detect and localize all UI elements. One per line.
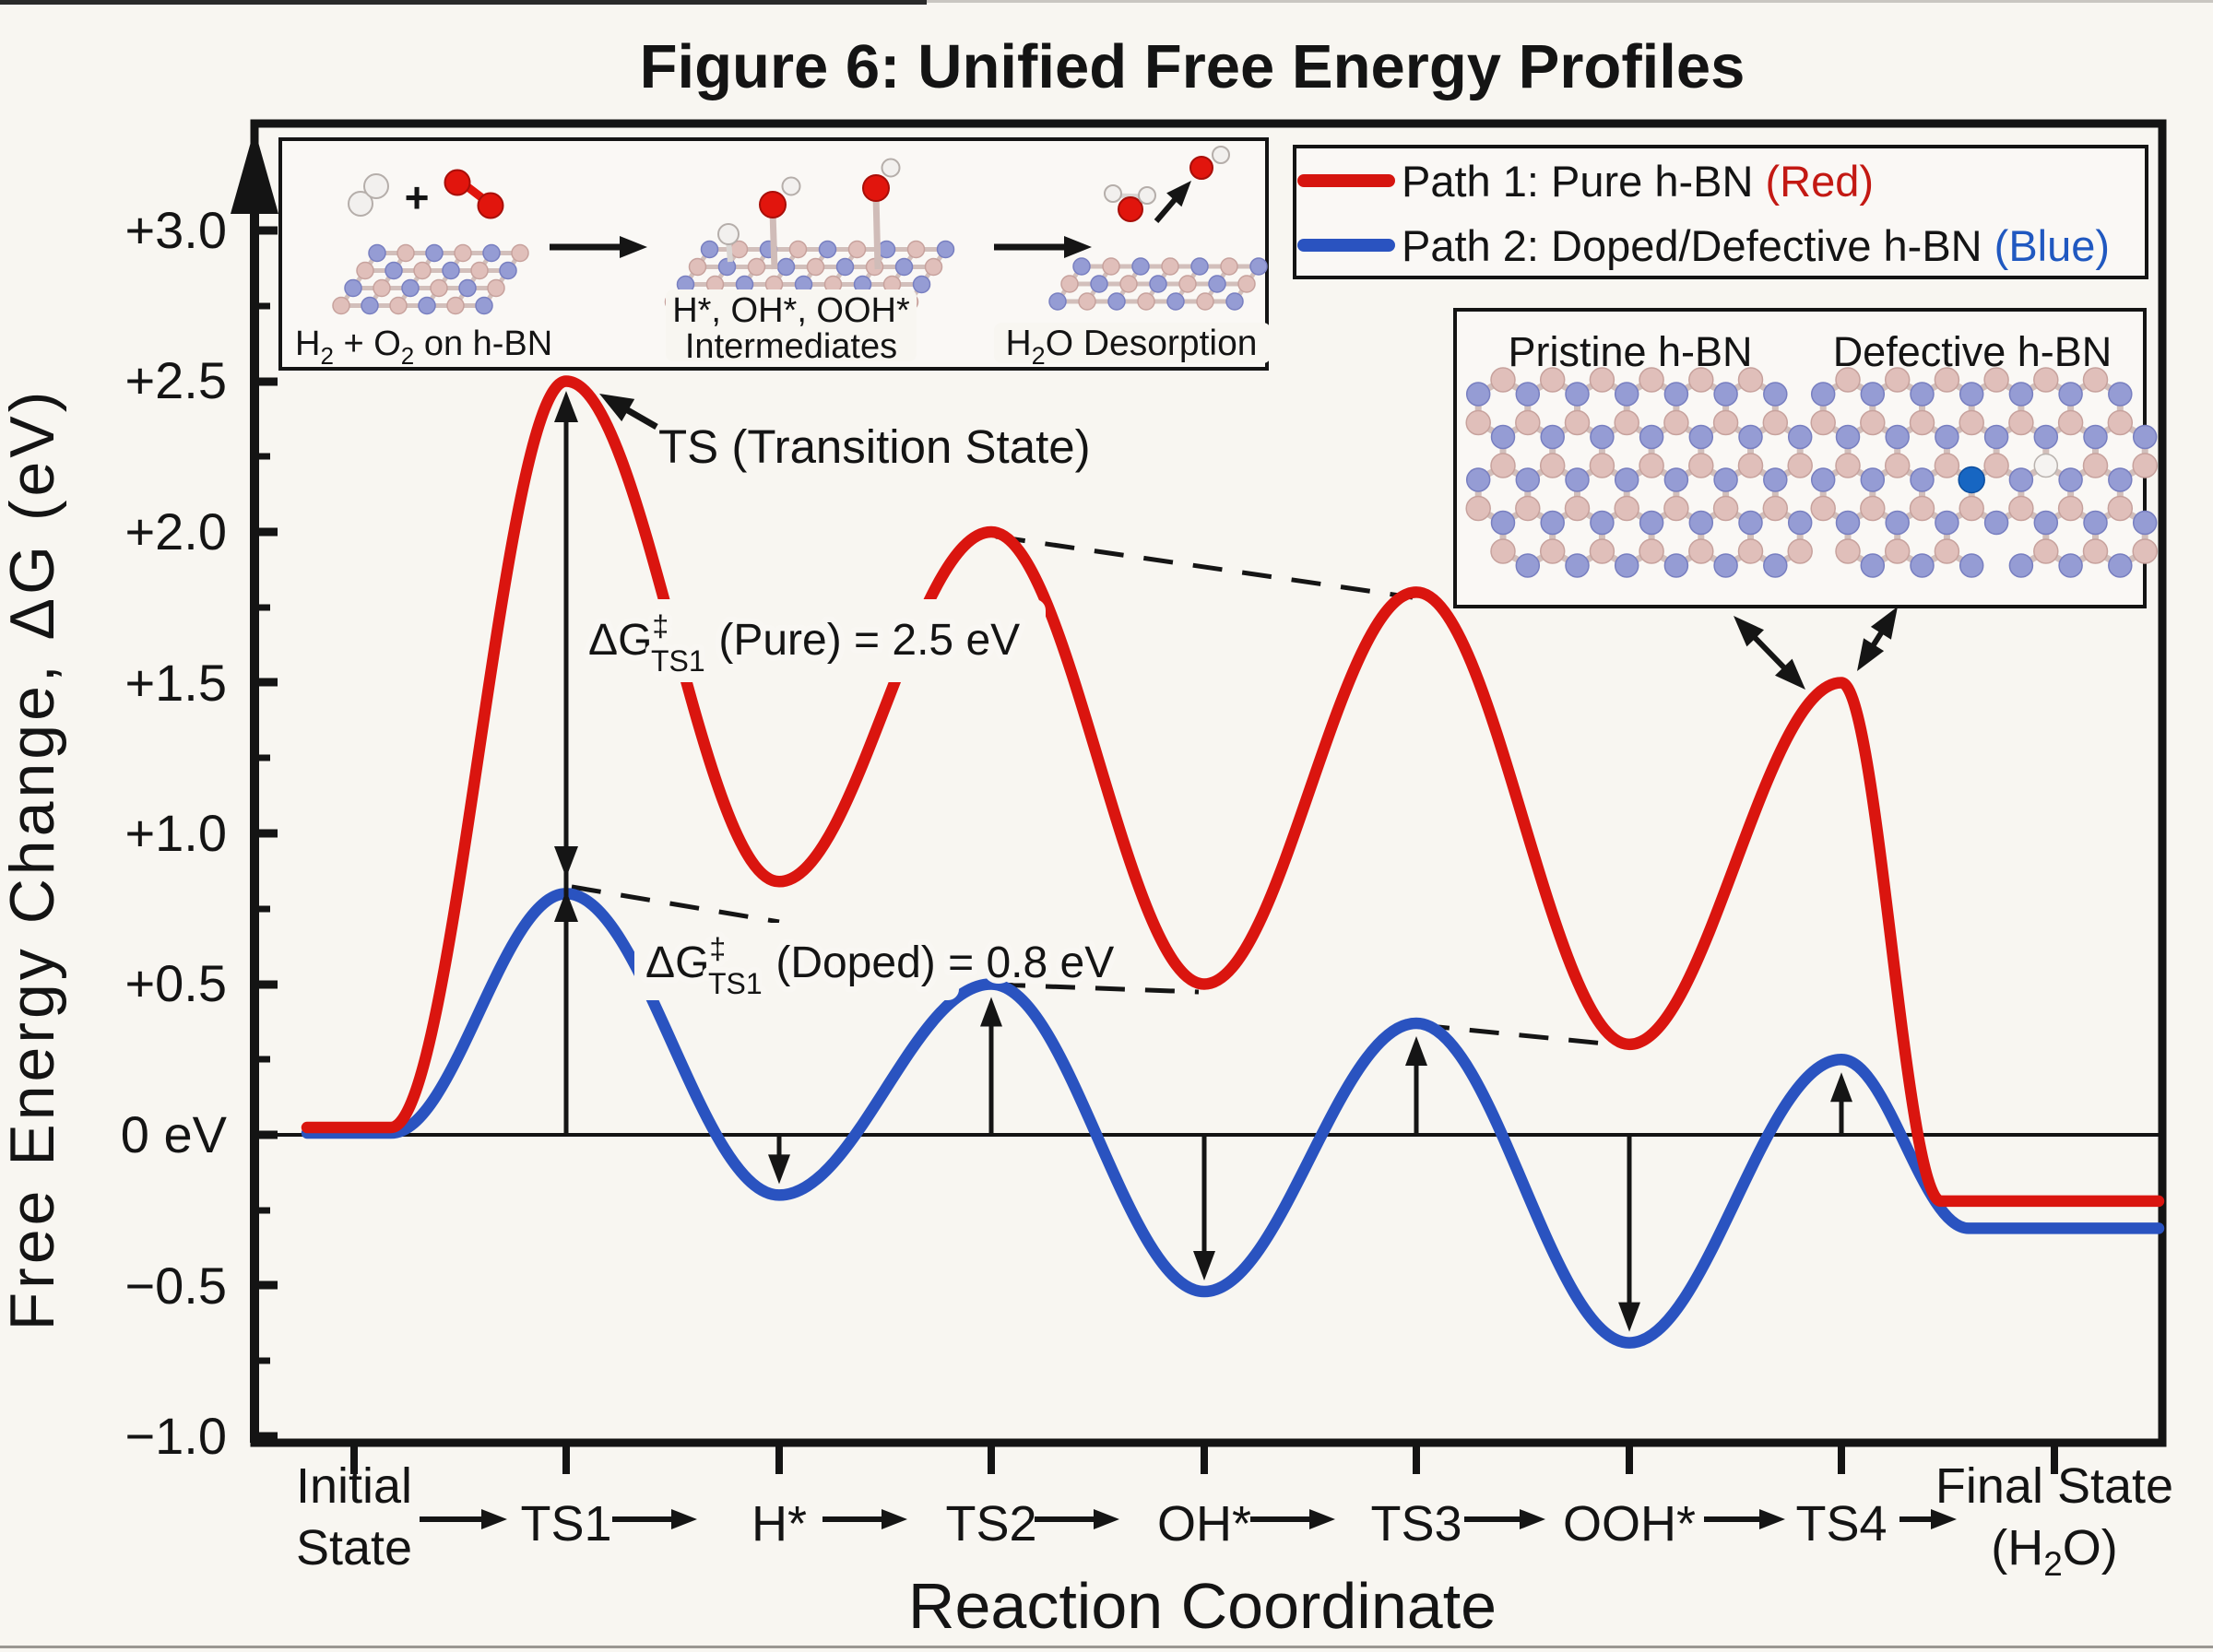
svg-text:Path 1: Pure h-BN (Red): Path 1: Pure h-BN (Red) [1402, 157, 1874, 206]
svg-text:TS (Transition State): TS (Transition State) [658, 420, 1091, 473]
svg-text:+1.5: +1.5 [124, 654, 227, 712]
svg-text:Initial: Initial [296, 1458, 412, 1514]
svg-text:+1.0: +1.0 [124, 804, 227, 862]
svg-text:Free Energy Change, ΔG (eV): Free Energy Change, ΔG (eV) [0, 388, 67, 1331]
svg-text:H2 + O2 on h-BN: H2 + O2 on h-BN [295, 324, 552, 370]
svg-text:H*, OH*, OOH*: H*, OH*, OOH* [672, 291, 910, 330]
svg-text:OH*: OH* [1157, 1496, 1251, 1552]
svg-text:State: State [296, 1520, 412, 1575]
svg-text:0 eV: 0 eV [121, 1105, 228, 1163]
svg-text:TS2: TS2 [945, 1496, 1036, 1552]
svg-text:+: + [405, 173, 430, 221]
svg-text:Figure 6: Unified Free Energy: Figure 6: Unified Free Energy Profiles [640, 32, 1746, 101]
svg-text:−0.5: −0.5 [124, 1257, 227, 1315]
svg-text:TS4: TS4 [1795, 1496, 1887, 1552]
svg-text:+2.5: +2.5 [124, 351, 227, 409]
svg-text:(H2O): (H2O) [1991, 1520, 2118, 1583]
svg-text:TS3: TS3 [1370, 1496, 1462, 1552]
svg-text:Defective h-BN: Defective h-BN [1833, 328, 2112, 375]
svg-text:TS1: TS1 [520, 1496, 611, 1552]
svg-text:Reaction Coordinate: Reaction Coordinate [908, 1570, 1497, 1642]
svg-text:+0.5: +0.5 [124, 954, 227, 1012]
svg-text:−1.0: −1.0 [124, 1407, 227, 1465]
svg-text:+2.0: +2.0 [124, 502, 227, 560]
svg-text:Final State: Final State [1935, 1458, 2173, 1514]
svg-text:H*: H* [751, 1496, 807, 1552]
svg-text:Pristine h-BN: Pristine h-BN [1508, 328, 1752, 375]
svg-text:Intermediates: Intermediates [685, 327, 897, 366]
svg-text:Path 2: Doped/Defective h-BN (: Path 2: Doped/Defective h-BN (Blue) [1402, 221, 2110, 270]
svg-text:OOH*: OOH* [1563, 1496, 1696, 1552]
svg-text:+3.0: +3.0 [124, 201, 227, 259]
svg-text:H2O Desorption: H2O Desorption [1006, 324, 1258, 370]
